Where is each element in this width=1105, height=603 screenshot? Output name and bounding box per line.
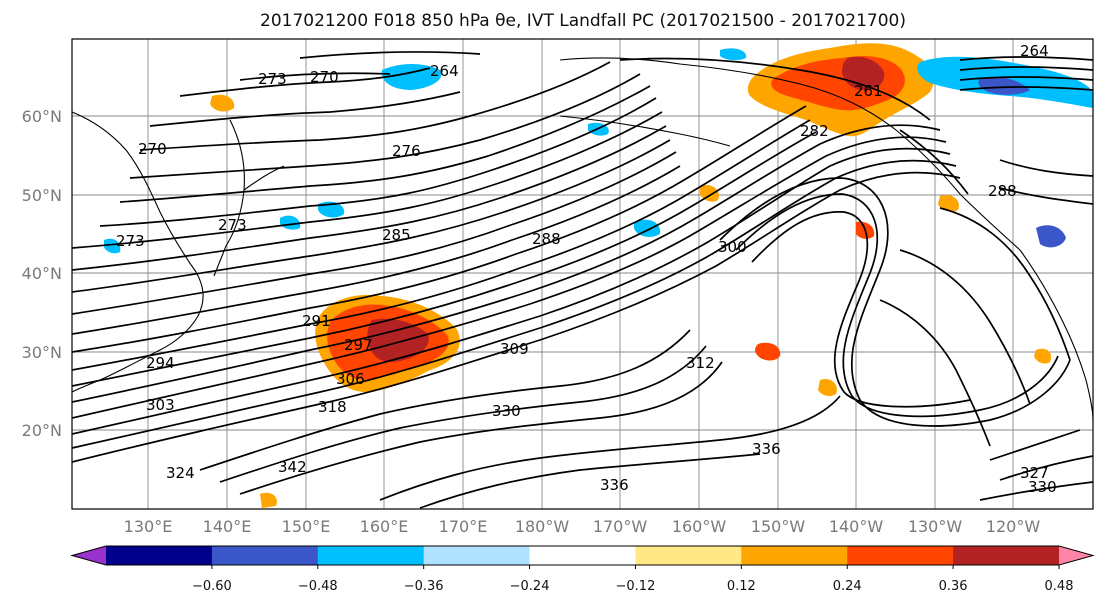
positive-anomaly-small-3 [818,378,837,397]
colorbar-segment [953,546,1060,565]
contour-label: 300 [718,238,747,256]
colorbar-tick-label: −0.36 [404,579,444,594]
colorbar: −0.60 −0.48 −0.36 −0.24 −0.12 0.12 0.24 0.36 0.4… [70,545,1095,594]
longitude-label: 150°W [751,517,806,536]
contour-label: 264 [430,62,459,80]
coastline-alaska [559,57,1021,251]
contour-label: 285 [382,226,411,244]
longitude-label: 170°E [439,517,488,536]
contour-label: 303 [146,396,175,414]
negative-anomaly-small-6 [720,48,747,61]
contour-label: 294 [146,354,175,372]
colorbar-segment [847,546,954,565]
contour-label: 330 [1028,478,1057,496]
coastlines [72,57,1093,421]
coastline-asia [72,111,204,393]
latitude-label: 60°N [22,107,62,126]
contour-label: 291 [302,312,331,330]
negative-anomaly-canada [1036,225,1066,248]
negative-anomaly-small-3 [280,215,301,230]
latitude-labels: 60°N 50°N 40°N 30°N 20°N [22,107,62,440]
contour-label: 270 [138,140,167,158]
longitude-label: 130°E [124,517,173,536]
positive-anomaly-small-7 [260,492,277,508]
colorbar-tick-label: −0.48 [298,579,338,594]
latitude-label: 20°N [22,421,62,440]
colorbar-segment [106,546,213,565]
colorbar-tick-label: 0.48 [1045,579,1074,594]
contour-label: 288 [988,182,1017,200]
longitude-label: 160°W [672,517,727,536]
positive-anomaly-small-5 [938,194,959,212]
coastline-north-america [1019,249,1093,421]
colorbar-outline [70,545,1095,566]
colorbar-tick-label: 0.36 [939,579,968,594]
contour-label: 261 [854,82,883,100]
colorbar-segment [423,546,531,565]
colorbar-segment [741,546,848,565]
longitude-label: 120°W [986,517,1041,536]
contour-label: 336 [752,440,781,458]
theta-e-contours [72,51,1093,509]
positive-anomaly-central-pacific-peak [367,318,429,362]
colorbar-extend-min [72,546,106,565]
longitude-label: 140°W [829,517,884,536]
negative-anomaly-alaska-east-core [978,76,1030,95]
longitude-label: 160°E [360,517,409,536]
coastline-aleutians [559,115,731,147]
contour-label: 342 [278,458,307,476]
colorbar-tick-label: −0.60 [192,579,232,594]
contour-label: 273 [218,216,247,234]
colorbar-tick-label: −0.12 [616,579,656,594]
longitude-label: 180°W [515,517,570,536]
negative-anomaly-small-5 [104,238,121,254]
negative-anomaly-bering [381,64,442,90]
contour-label: 330 [492,402,521,420]
latitude-label: 40°N [22,264,62,283]
latitude-label: 30°N [22,343,62,362]
colorbar-extend-max [1059,546,1093,565]
contour-label: 309 [500,340,529,358]
contour-label: 264 [1020,42,1049,60]
contour-label: 306 [336,370,365,388]
contour-label: 324 [166,464,195,482]
longitude-labels: 130°E 140°E 150°E 160°E 170°E 180°W 170°W 160°W… [124,517,1041,536]
colorbar-tick-label: 0.12 [727,579,756,594]
contour-labels: 273 270 264 270 276 282 288 285 288 300 … [116,42,1057,496]
contour-label: 318 [318,398,347,416]
contour-label: 288 [532,230,561,248]
coastline-kamchatka [213,119,245,277]
positive-anomaly-small-6 [210,94,235,112]
contour-label: 312 [686,354,715,372]
positive-anomaly-small-1 [755,342,781,361]
negative-anomaly-small-2 [634,219,661,237]
map-title: 2017021200 F018 850 hPa θe, IVT Landfall… [260,11,906,31]
contour-label: 270 [310,68,339,86]
colorbar-tick-label: −0.24 [510,579,550,594]
latitude-label: 50°N [22,186,62,205]
longitude-label: 170°W [593,517,648,536]
contour-label: 336 [600,476,629,494]
contour-label: 297 [344,336,373,354]
colorbar-segment [211,546,319,565]
contour-label: 327 [1020,464,1049,482]
colorbar-segment [635,546,742,565]
colorbar-segment [317,546,425,565]
colorbar-segment [529,546,636,565]
contour-label: 282 [800,122,829,140]
contour-label: 273 [116,232,145,250]
positive-anomaly-small-8 [1034,348,1052,364]
map-frame [71,38,1094,510]
longitude-label: 140°E [203,517,252,536]
contour-label: 276 [392,142,421,160]
colorbar-tick-label: 0.24 [833,579,862,594]
longitude-label: 130°W [908,517,963,536]
longitude-label: 150°E [282,517,331,536]
contour-label: 273 [258,70,287,88]
